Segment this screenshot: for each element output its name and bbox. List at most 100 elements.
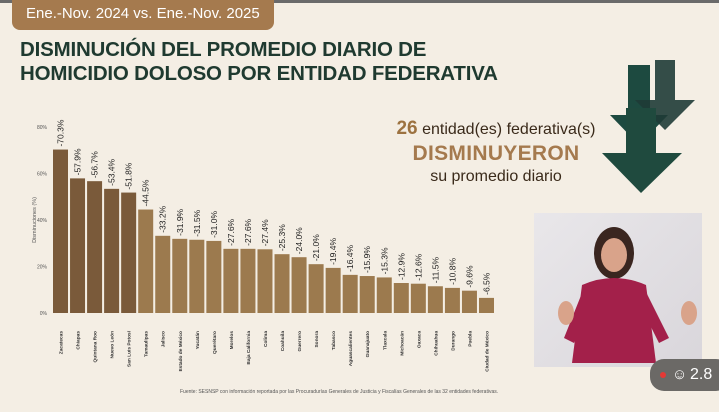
data-label: -57.9% [73,148,83,175]
down-arrows-icon [602,60,695,193]
y-tick-label: 20% [37,265,48,271]
x-tick-label: Estado de México [178,331,184,372]
data-label: -51.8% [124,162,134,189]
viewer-count: 2.8 [690,366,713,383]
x-tick-label: Guerrero [297,331,303,352]
x-tick-label: Sonora [314,331,320,348]
bar [206,240,222,313]
data-label: -27.6% [226,218,236,245]
bar [70,178,86,313]
summary-stat: 26 entidad(es) federativa(s) DISMINUYERO… [380,118,612,186]
data-label: -31.9% [175,208,185,235]
y-tick-label: 40% [37,218,48,224]
bar [121,192,137,313]
x-tick-label: Guanajuato [365,331,371,357]
x-tick-label: Oaxaca [416,331,422,348]
x-tick-label: Ciudad de México [485,331,491,372]
live-viewers-badge[interactable]: ☺ 2.8 [650,359,719,391]
bar [376,277,392,313]
bar [53,149,68,313]
bar [138,209,154,313]
top-border [0,0,719,3]
bar [427,286,443,313]
x-tick-label: Coahuila [280,331,286,352]
x-tick-label: Yucatán [195,331,201,349]
bar [223,248,239,313]
bar [325,267,341,313]
data-label: -15.9% [362,246,372,273]
bar-chart: 0% 20% 40% 60% 80% Disminuciones (%) -70.3% Zac… [32,119,494,372]
stat-line2: DISMINUYERON [412,142,580,165]
bar [410,283,426,313]
bar [274,254,290,313]
data-label: -33.2% [158,205,168,232]
data-label: -44.5% [141,179,151,206]
bar [104,188,120,313]
interpreter-figure [558,227,697,363]
data-label: -15.3% [379,247,389,274]
bar [393,283,409,313]
title-line-2: HOMICIDIO DOLOSO POR ENTIDAD FEDERATIVA [20,62,498,85]
period-tag: Ene.-Nov. 2024 vs. Ene.-Nov. 2025 [12,0,274,30]
data-label: -12.6% [413,253,423,280]
x-tick-label: Aguascalientes [348,331,354,367]
bar [240,248,256,313]
x-tick-label: Baja California [246,331,252,365]
bar [257,249,273,313]
bar [359,276,375,313]
x-tick-label: Jalisco [161,331,167,347]
data-label: -53.4% [107,158,117,185]
data-label: -21.0% [311,234,321,261]
x-tick-label: Tabasco [331,331,337,350]
x-tick-label: Querétaro [212,331,218,354]
x-tick-label: Colima [263,331,269,347]
y-tick-label: 80% [37,125,48,131]
data-label: -24.0% [294,227,304,254]
data-label: -11.5% [430,257,440,284]
bar [308,264,324,313]
x-tick-label: Michoacán [399,331,405,356]
x-tick-label: Chiapas [76,331,82,350]
sign-language-interpreter-video [534,213,702,367]
x-tick-label: San Luis Potosí [127,330,133,367]
y-axis-label: Disminuciones (%) [32,197,38,243]
bar [189,239,205,313]
bar [155,235,171,313]
x-tick-label: Tamaulipas [144,331,150,357]
data-label: -56.7% [90,151,100,178]
bar [342,274,358,313]
x-tick-label: Durango [450,331,456,351]
y-tick-label: 0% [40,311,48,317]
x-tick-label: Morelos [229,331,235,350]
data-label: -25.3% [277,224,287,251]
person-icon: ☺ [672,366,688,383]
slide-title: DISMINUCIÓN DEL PROMEDIO DIARIO DE HOMIC… [20,38,498,86]
data-label: -9.6% [464,265,474,288]
bar [444,287,460,313]
bar [87,181,103,313]
y-tick-label: 60% [37,172,48,178]
x-tick-label: Quintana Roo [93,331,99,363]
data-label: -16.4% [345,244,355,271]
live-dot-icon [660,372,666,378]
x-tick-label: Tlaxcala [382,331,388,350]
x-tick-label: Puebla [467,331,473,347]
stat-line3: su promedio diario [430,168,562,185]
data-label: -31.5% [192,209,202,236]
bar [461,290,477,313]
data-label: -19.4% [328,238,338,265]
data-label: -27.6% [243,218,253,245]
title-line-1: DISMINUCIÓN DEL PROMEDIO DIARIO DE [20,38,427,61]
data-label: -70.3% [56,119,66,146]
data-label: -27.4% [260,219,270,246]
bar [172,238,188,313]
source-note: Fuente: SESNSP con información reportada… [180,389,499,395]
data-label: -10.8% [447,258,457,285]
bar [479,297,494,313]
stat-line1: entidad(es) federativa(s) [422,121,596,138]
x-tick-label: Chihuahua [433,331,439,356]
stat-count: 26 [396,118,418,139]
data-label: -6.5% [482,272,492,295]
x-tick-label: Zacatecas [59,331,65,355]
data-label: -31.0% [209,211,219,238]
